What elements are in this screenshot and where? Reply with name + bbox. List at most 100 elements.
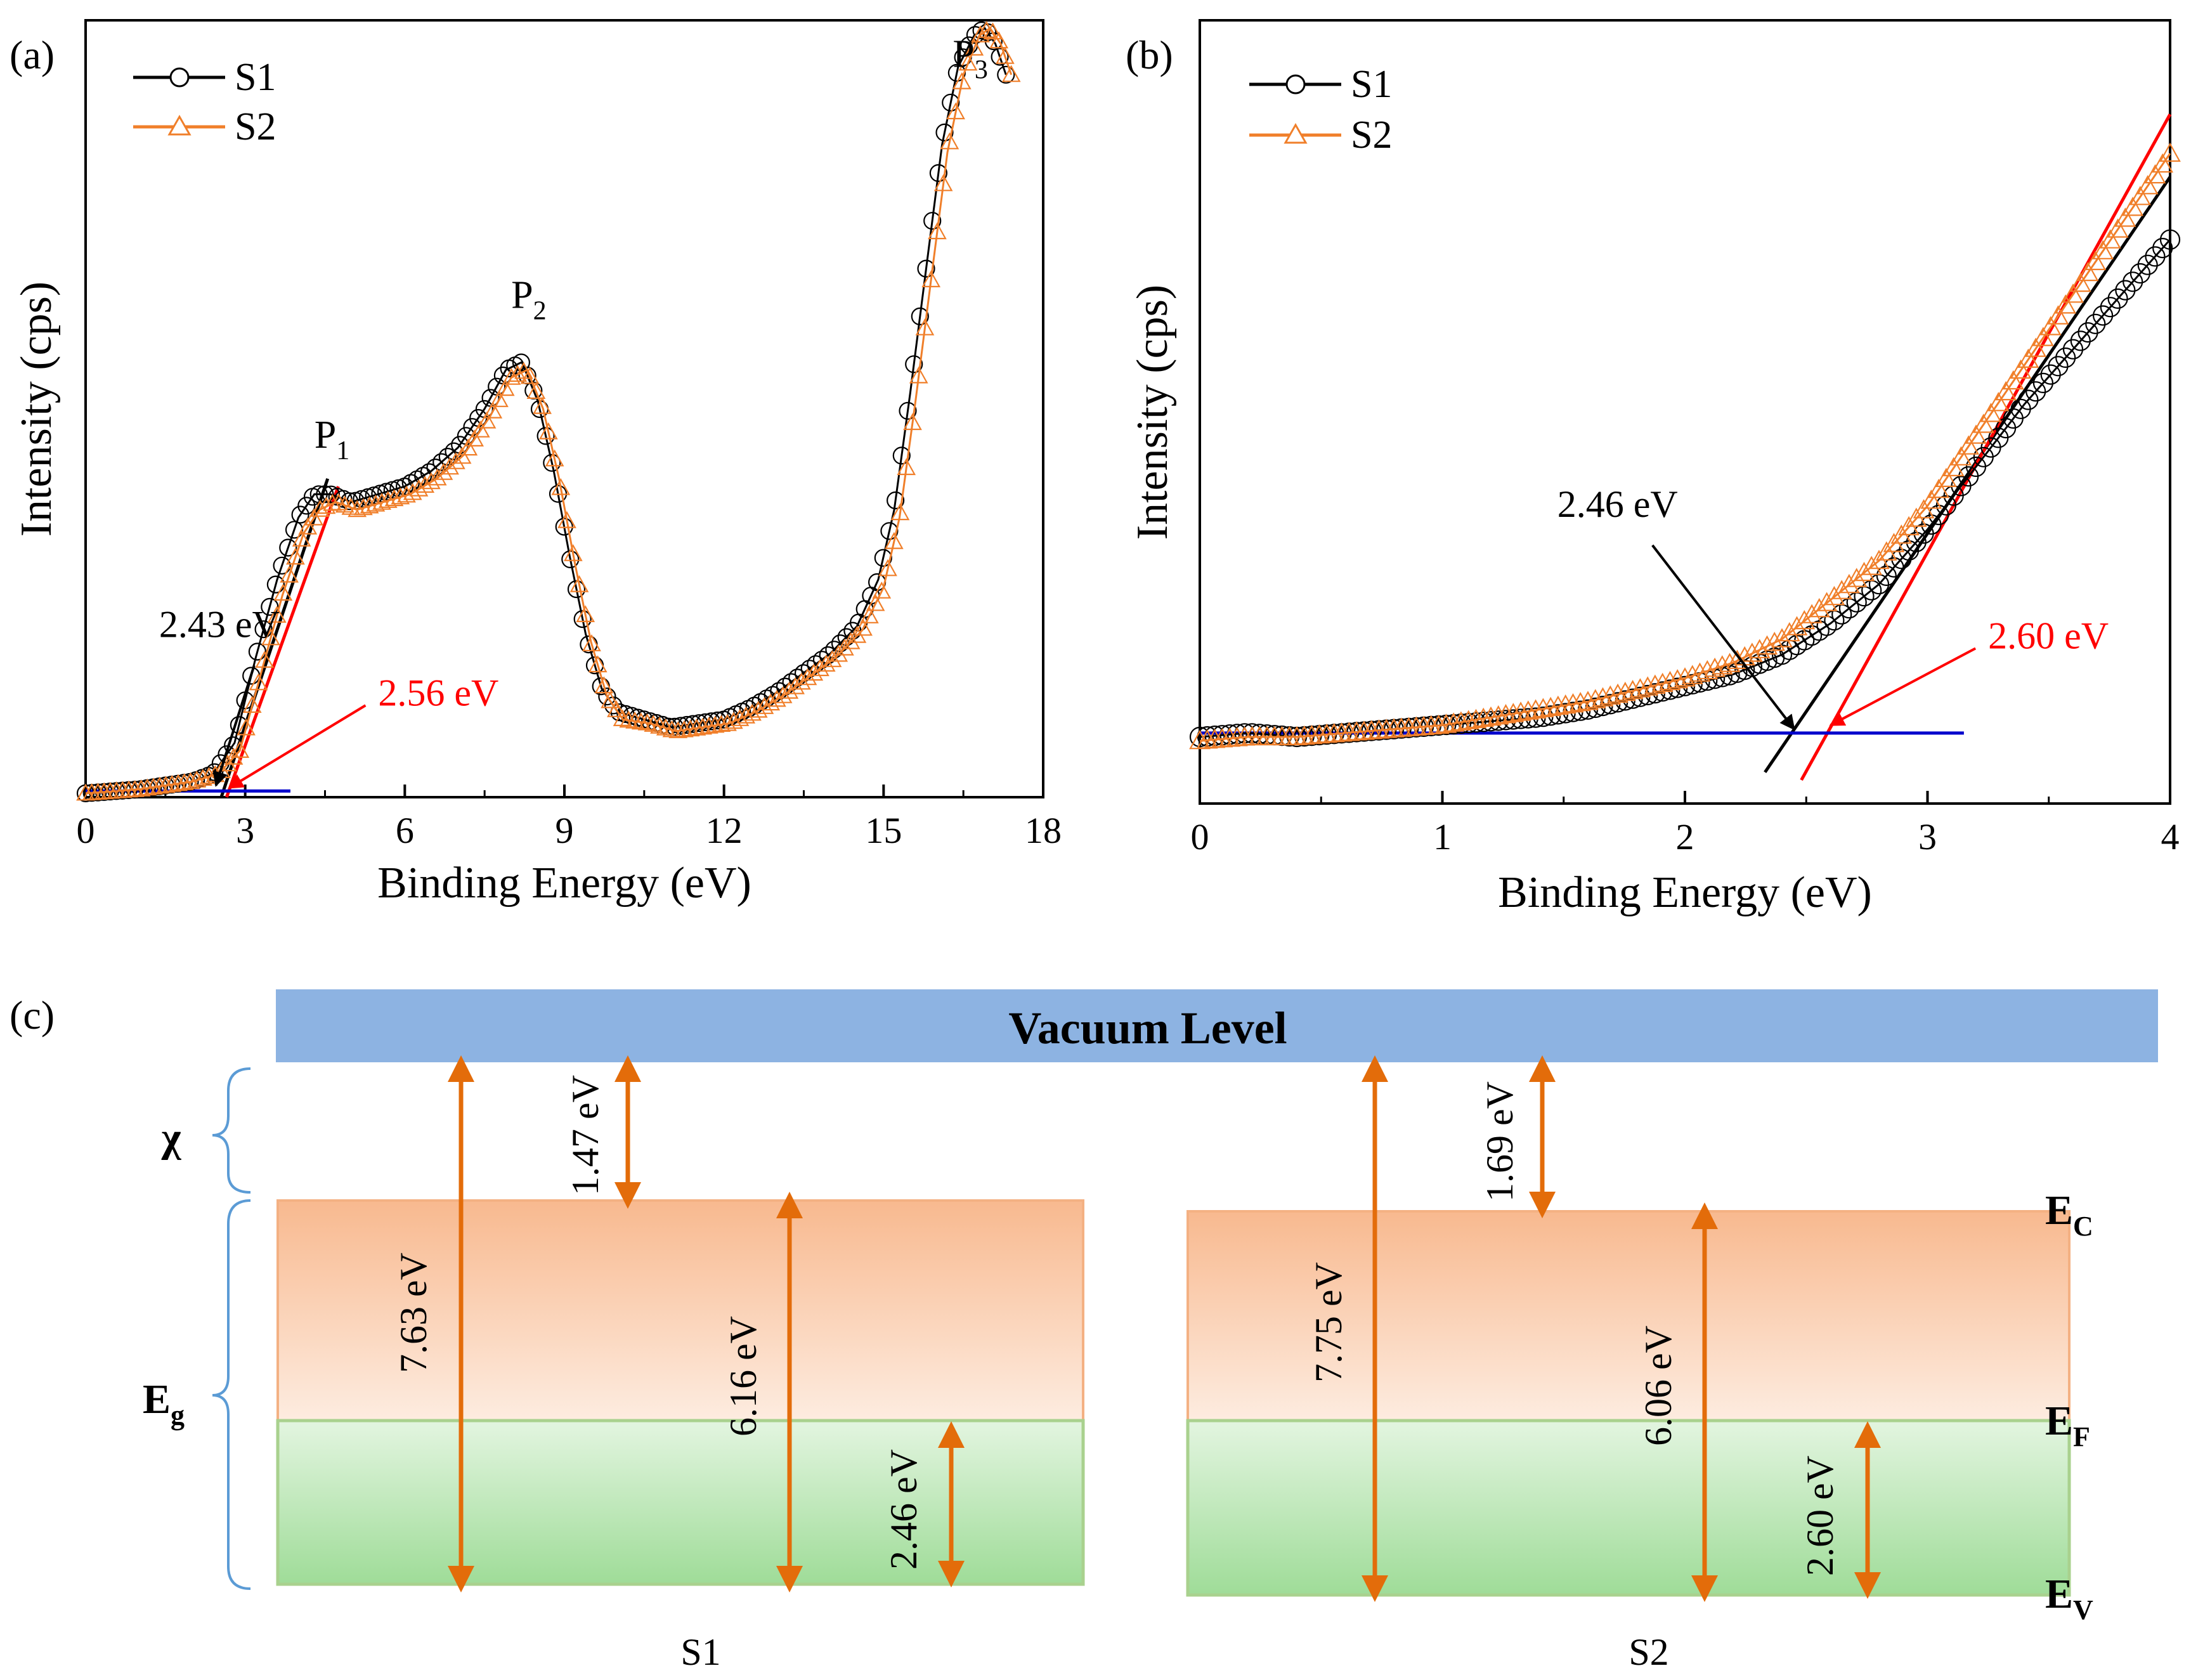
data-point-s2 [434, 463, 453, 480]
value-cb-vb-s1: 6.16 eV [722, 1316, 764, 1436]
data-point-s2 [576, 605, 595, 622]
data-point-s2 [607, 700, 626, 717]
data-point-s1 [1906, 531, 1927, 552]
data-point-s2 [483, 401, 503, 419]
value-fermi-s2: 2.60 eV [1799, 1455, 1841, 1576]
data-point-s2 [1525, 699, 1547, 719]
data-point-s2 [1935, 467, 1957, 487]
conduction-band-s2 [1187, 1210, 2071, 1422]
data-point-s1 [2152, 238, 2173, 259]
data-point-s1 [248, 642, 266, 661]
data-point-s2 [2099, 229, 2121, 249]
data-point-s2 [1502, 703, 1525, 722]
data-point-s2 [2032, 327, 2054, 346]
x-tick-label: 3 [1918, 816, 1937, 857]
data-point-s2 [354, 498, 373, 516]
data-point-s1 [1242, 723, 1263, 744]
data-point-s2 [1681, 665, 1703, 684]
legend-text-s2-a: S2 [235, 105, 276, 148]
annotation-label: 2.43 eV [159, 603, 280, 645]
data-point-s1 [886, 491, 905, 510]
data-point-s1 [923, 212, 942, 230]
value-chi-s2: 1.69 eV [1479, 1081, 1521, 1202]
data-point-s2 [538, 422, 558, 440]
data-point-s2 [131, 779, 151, 797]
panel-c-label: (c) [10, 993, 55, 1038]
data-point-s2 [520, 367, 540, 384]
data-point-s2 [1599, 685, 1622, 705]
data-point-s2 [631, 712, 651, 730]
value-total-s1: 7.63 eV [393, 1253, 434, 1373]
data-point-s2 [545, 449, 564, 467]
legend-marker-s2-b [1284, 122, 1308, 144]
data-point-s2 [563, 544, 583, 561]
data-point-s2 [712, 715, 731, 732]
legend-text-s1-a: S1 [235, 56, 276, 99]
data-point-s2 [977, 20, 996, 38]
eg-label: Eg [143, 1376, 185, 1431]
data-point-s2 [860, 606, 879, 623]
data-point-s2 [1435, 713, 1457, 733]
data-point-s2 [835, 638, 854, 656]
data-point-s2 [909, 366, 928, 384]
data-point-s2 [298, 517, 318, 535]
fit-lines-b [1200, 113, 2172, 781]
data-point-s2 [1778, 622, 1800, 642]
peak-label: P2 [511, 273, 546, 325]
data-point-s2 [1793, 609, 1816, 630]
data-point-s2 [1450, 711, 1472, 731]
data-point-s2 [292, 530, 311, 547]
data-point-s2 [162, 774, 182, 792]
data-point-s1 [2032, 372, 2053, 394]
value-chi-s1: 1.47 eV [564, 1075, 606, 1195]
data-point-s1 [1876, 565, 1897, 587]
data-point-s2 [144, 778, 163, 795]
annotation-label: 2.46 eV [1557, 483, 1678, 525]
data-point-s1 [1249, 724, 1270, 745]
data-point-s2 [2010, 359, 2032, 379]
data-point-s2 [699, 717, 718, 734]
data-point-s1 [2085, 313, 2106, 334]
data-point-s2 [1861, 556, 1883, 575]
data-point-s2 [286, 547, 305, 565]
data-point-s2 [588, 655, 608, 673]
x-tick-label: 4 [2161, 816, 2180, 857]
data-point-s1 [2137, 254, 2158, 275]
data-point-s2 [1510, 701, 1531, 721]
data-point-s2 [594, 676, 614, 694]
data-point-s2 [656, 718, 675, 736]
data-point-s1 [2070, 330, 2091, 351]
data-point-s1 [2115, 280, 2136, 301]
data-point-s2 [1816, 592, 1838, 611]
data-point-s1 [880, 522, 899, 540]
data-point-s2 [471, 420, 490, 438]
data-point-s2 [1427, 714, 1450, 734]
data-point-s2 [872, 582, 892, 599]
data-point-s2 [422, 472, 441, 490]
data-point-s2 [625, 711, 644, 729]
data-point-s1 [2159, 229, 2181, 250]
data-point-s2 [1950, 446, 1972, 466]
data-point-s2 [1562, 693, 1584, 713]
data-point-s2 [174, 773, 194, 790]
data-point-s2 [675, 720, 694, 738]
data-point-s2 [138, 778, 157, 796]
data-point-s2 [1457, 710, 1479, 729]
data-point-s2 [786, 677, 805, 694]
data-point-s2 [372, 493, 391, 510]
data-point-s2 [1965, 424, 1987, 444]
data-point-s1 [2062, 339, 2084, 360]
data-point-s2 [1696, 660, 1719, 680]
peak-label: P1 [315, 413, 349, 466]
data-point-s2 [1487, 705, 1509, 725]
data-point-s2 [915, 318, 935, 335]
data-point-s2 [1637, 676, 1659, 696]
data-point-s2 [662, 720, 682, 738]
data-point-s2 [2159, 142, 2181, 162]
x-axis-label-a: Binding Energy (eV) [377, 859, 751, 908]
data-point-s2 [1987, 392, 2010, 412]
data-point-s2 [533, 396, 552, 414]
data-point-s2 [2122, 197, 2144, 216]
ef-label: EF [2045, 1398, 2090, 1452]
data-point-s2 [983, 22, 1003, 40]
